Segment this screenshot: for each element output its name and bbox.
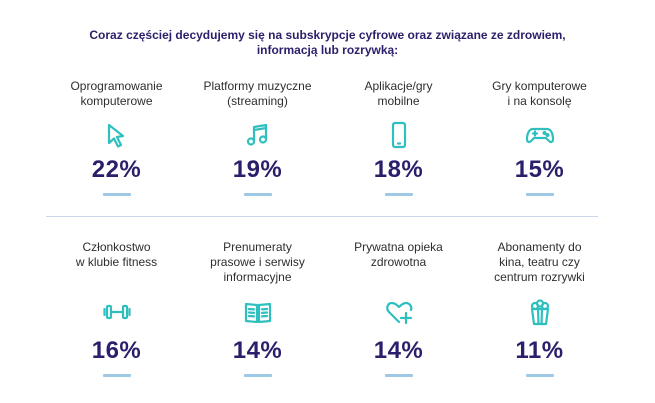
section-divider: [46, 216, 598, 217]
open-book-icon: [243, 297, 273, 327]
stat-label: Platformy muzyczne (streaming): [203, 79, 312, 108]
stats-row-1: Oprogramowanie komputerowe 22% Platformy…: [46, 72, 610, 227]
stat-label: Oprogramowanie komputerowe: [70, 79, 163, 108]
stat-percentage: 14%: [232, 337, 283, 364]
headline: Coraz częściej decydujemy się na subskry…: [89, 28, 566, 57]
stat-label: Aplikacje/gry mobilne: [364, 79, 433, 108]
stat-card-games: Gry komputerowe i na konsolę 15%: [469, 72, 610, 227]
stat-percentage: 14%: [373, 337, 424, 364]
stat-underline: [243, 374, 272, 377]
stat-underline: [525, 193, 554, 196]
stat-card-entertainment: Abonamenty do kina, teatru czy centrum r…: [469, 233, 610, 388]
music-note-icon: [243, 120, 273, 150]
stat-percentage: 15%: [514, 156, 565, 183]
stats-row-2: Członkostwo w klubie fitness 16% Prenume…: [46, 233, 610, 388]
stat-card-music: Platformy muzyczne (streaming) 19%: [187, 72, 328, 227]
heart-plus-icon: [384, 297, 414, 327]
stat-card-healthcare: Prywatna opieka zdrowotna 14%: [328, 233, 469, 388]
stat-percentage: 16%: [91, 337, 142, 364]
stat-underline: [102, 193, 131, 196]
stat-card-mobile: Aplikacje/gry mobilne 18%: [328, 72, 469, 227]
stat-card-software: Oprogramowanie komputerowe 22%: [46, 72, 187, 227]
smartphone-icon: [384, 120, 414, 150]
stat-label: Członkostwo w klubie fitness: [75, 240, 158, 269]
stat-card-press: Prenumeraty prasowe i serwisy informacyj…: [187, 233, 328, 388]
popcorn-icon: [525, 297, 555, 327]
cursor-icon: [102, 120, 132, 150]
stat-underline: [102, 374, 131, 377]
stat-percentage: 19%: [232, 156, 283, 183]
stat-percentage: 22%: [91, 156, 142, 183]
stat-underline: [384, 193, 413, 196]
stat-underline: [384, 374, 413, 377]
stat-label: Gry komputerowe i na konsolę: [492, 79, 587, 108]
stat-underline: [243, 193, 272, 196]
stat-underline: [525, 374, 554, 377]
gamepad-icon: [525, 120, 555, 150]
stat-percentage: 18%: [373, 156, 424, 183]
stat-label: Abonamenty do kina, teatru czy centrum r…: [494, 240, 585, 284]
stat-card-fitness: Członkostwo w klubie fitness 16%: [46, 233, 187, 388]
stat-label: Prenumeraty prasowe i serwisy informacyj…: [210, 240, 305, 284]
stat-label: Prywatna opieka zdrowotna: [354, 240, 443, 269]
stat-percentage: 11%: [515, 337, 564, 364]
dumbbell-icon: [102, 297, 132, 327]
